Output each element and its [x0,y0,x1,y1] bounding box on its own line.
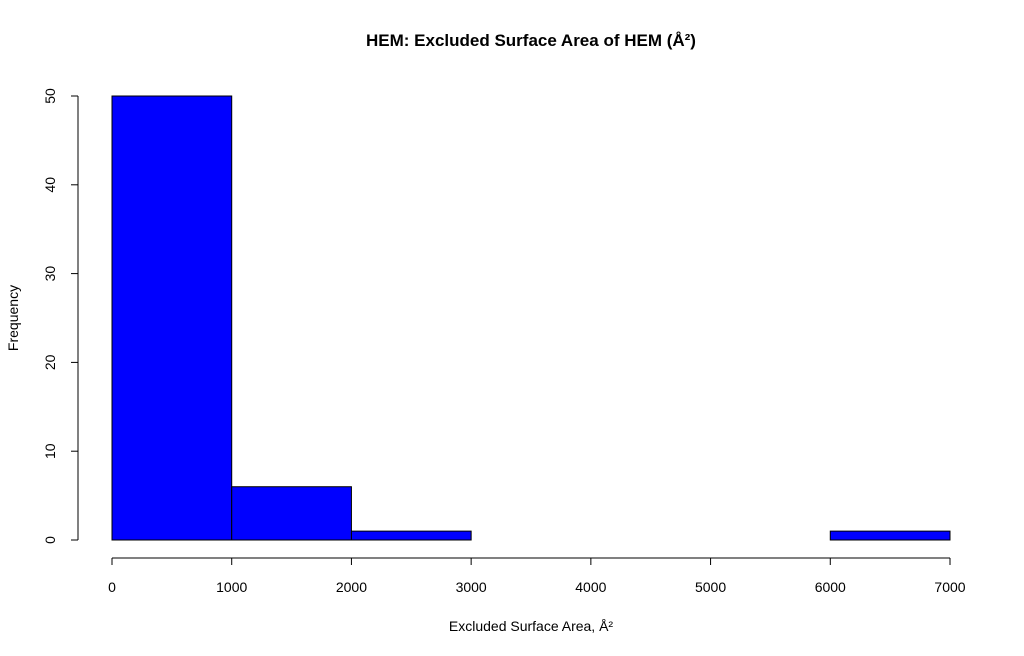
y-tick-label: 40 [42,177,58,193]
y-tick-label: 50 [42,88,58,104]
y-tick-label: 30 [42,266,58,282]
y-axis-label: Frequency [5,285,21,351]
x-tick-label: 1000 [216,579,247,595]
bars-group [111,95,951,541]
chart-title: HEM: Excluded Surface Area of HEM (Å²) [366,31,696,50]
y-tick-label: 10 [42,443,58,459]
x-tick-label: 2000 [336,579,367,595]
x-tick-label: 6000 [815,579,846,595]
histogram-bar-7 [829,530,951,541]
x-axis-label: Excluded Surface Area, Å² [449,618,614,634]
histogram-bar-2 [231,486,352,541]
y-tick-label: 20 [42,354,58,370]
histogram-bar-1 [111,95,233,541]
x-tick-label: 3000 [456,579,487,595]
y-tick-label: 0 [42,536,58,544]
x-tick-label: 5000 [695,579,726,595]
x-tick-label: 7000 [934,579,965,595]
y-axis: 0 10 20 30 40 50 [42,88,79,544]
x-axis: 0 1000 2000 3000 4000 5000 6000 7000 [108,557,966,595]
x-tick-label: 0 [108,579,116,595]
histogram-bar-3 [350,530,472,541]
x-tick-label: 4000 [575,579,606,595]
